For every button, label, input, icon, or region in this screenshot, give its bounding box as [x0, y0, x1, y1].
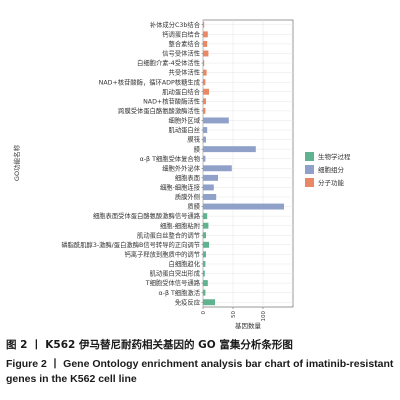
category-label: 钙调蛋白结合: [162, 29, 200, 38]
bar: [203, 21, 205, 28]
bar: [203, 194, 217, 200]
x-axis-ticks: 0 50 100: [201, 307, 267, 322]
x-tick-label: 100: [261, 311, 267, 322]
legend-swatch: [305, 165, 314, 174]
bar: [203, 136, 206, 143]
legend-label: 分子功能: [318, 178, 345, 187]
bar: [203, 232, 206, 239]
figure-caption-en: Figure 2 丨 Gene Ontology enrichment anal…: [6, 358, 394, 385]
x-axis-title: 基因数量: [235, 321, 262, 330]
bar-layer: [203, 21, 284, 306]
legend-label: 生物学过程: [318, 152, 351, 161]
category-label: 跨膜受体蛋白酪氨酸激酶活性: [118, 106, 200, 115]
bar: [203, 69, 207, 76]
bar: [203, 165, 232, 172]
category-label: 细胞外区域: [169, 116, 201, 125]
category-label: T细胞受体信号通路: [145, 278, 201, 287]
figure-caption-zh: 图 2 丨 K562 伊马替尼耐药相关基因的 GO 富集分析条形图: [6, 339, 293, 351]
category-label: 免疫反应: [175, 297, 201, 306]
bar: [203, 117, 229, 124]
bar: [203, 260, 206, 267]
bar: [203, 184, 214, 191]
bar: [203, 222, 209, 229]
bar: [203, 155, 206, 162]
bar: [203, 79, 206, 86]
category-label: 肌动蛋白丝整合的调节: [137, 230, 200, 239]
category-label: 信号受体活性: [162, 49, 200, 58]
category-label: 细胞-细胞粘附: [160, 221, 201, 230]
legend-label: 细胞组分: [318, 165, 345, 174]
category-label: 白细胞趋化: [169, 259, 201, 268]
bar: [203, 98, 206, 105]
category-label: 肌动蛋白结合: [162, 87, 200, 96]
go-bar-chart: 补体成分C3b结合钙调蛋白结合整合素结合信号受体活性白细胞介素-4受体活性共受体…: [12, 19, 351, 330]
bar: [203, 251, 206, 258]
category-label: 共受体活性: [169, 68, 200, 77]
bar: [203, 270, 205, 277]
x-tick-label: 50: [231, 311, 237, 318]
category-labels: 补体成分C3b结合钙调蛋白结合整合素结合信号受体活性白细胞介素-4受体活性共受体…: [61, 20, 203, 306]
bar: [203, 31, 208, 38]
bar: [203, 40, 208, 47]
category-label: α-β T细胞激活: [159, 288, 201, 297]
category-label: 质膜: [187, 202, 200, 211]
bar: [203, 127, 208, 133]
y-axis-title: GO功能名称: [12, 144, 21, 181]
bar: [203, 203, 284, 210]
category-label: 肌动蛋白突出形成: [150, 269, 201, 278]
category-label: 膜筏: [187, 135, 200, 144]
legend-swatch: [305, 152, 314, 161]
category-label: 细胞表面: [175, 173, 200, 182]
bar: [203, 289, 206, 296]
bar: [203, 280, 208, 287]
bar: [203, 299, 215, 306]
category-label: 细胞外外泌体: [162, 163, 200, 172]
bar: [203, 174, 218, 181]
plot-panel: [202, 19, 294, 308]
bar: [203, 88, 209, 95]
category-label: 钙离子释放到胞质中的调节: [124, 249, 200, 258]
category-label: 细胞表面受体蛋白酪氨酸激酶信号通路: [93, 211, 201, 220]
category-label: 补体成分C3b结合: [150, 20, 201, 29]
bar: [203, 50, 209, 57]
legend-swatch: [305, 178, 314, 187]
bar: [203, 213, 208, 220]
category-label: 白细胞介素-4受体活性: [137, 58, 200, 67]
x-tick-label: 0: [201, 311, 207, 315]
category-label: 细胞-细胞连接: [160, 183, 201, 192]
category-label: 质膜外侧: [175, 192, 200, 201]
bar: [203, 241, 209, 248]
bar: [203, 146, 256, 153]
category-label: 磷脂酰肌醇3-激酶/蛋白激酶B信号转导的正向调节: [61, 240, 200, 249]
category-label: 整合素结合: [169, 39, 201, 48]
bar: [203, 60, 205, 67]
category-label: 肌动蛋白丝: [169, 125, 200, 134]
category-label: α-β T细胞受体复合物: [140, 154, 200, 163]
category-label: NAD+核苷酸酶，循环ADP核糖生成: [99, 77, 201, 86]
category-label: 膜: [194, 144, 201, 153]
category-label: NAD+核苷酸酶活性: [143, 96, 200, 105]
bar: [203, 107, 206, 114]
